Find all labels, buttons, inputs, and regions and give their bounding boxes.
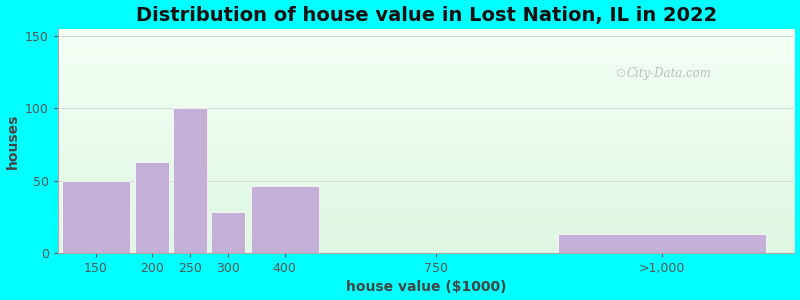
- Bar: [135, 162, 170, 253]
- Bar: [211, 212, 245, 253]
- Bar: [62, 181, 130, 253]
- Text: ⊙: ⊙: [616, 67, 626, 80]
- Bar: [250, 186, 318, 253]
- Title: Distribution of house value in Lost Nation, IL in 2022: Distribution of house value in Lost Nati…: [136, 6, 717, 25]
- Bar: [173, 108, 207, 253]
- Bar: [558, 234, 766, 253]
- Y-axis label: houses: houses: [6, 113, 19, 169]
- X-axis label: house value ($1000): house value ($1000): [346, 280, 506, 294]
- Text: City-Data.com: City-Data.com: [627, 67, 712, 80]
